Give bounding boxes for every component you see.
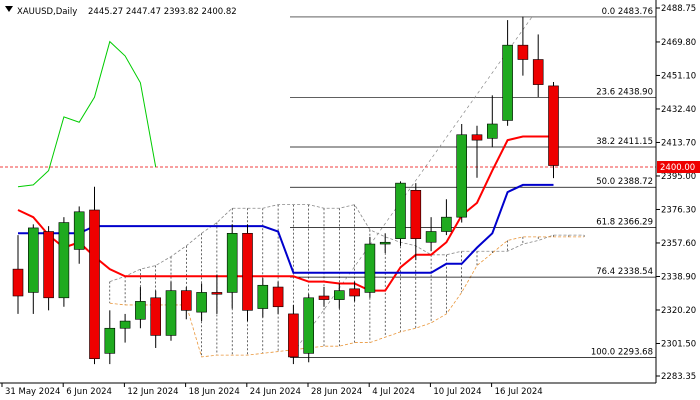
x-tick-label: 12 Jun 2024 [127,387,178,397]
candle-body [43,231,54,299]
candle-body [548,85,559,166]
senkou-span-b-line [109,236,585,358]
y-tick-label: 2432.40 [661,105,696,115]
x-tick-label: 31 May 2024 [5,387,60,397]
y-tick-label: 2320.20 [661,306,696,316]
y-tick-label: 2451.10 [661,71,696,81]
candle-body [211,292,223,295]
x-tick-label: 4 Jul 2024 [372,387,415,397]
fib-level-label: 0.0 2483.76 [602,7,653,17]
y-tick-label: 2283.35 [661,372,696,382]
fib-level-label: 61.8 2366.29 [596,217,653,227]
fib-level-label: 100.0 2293.68 [591,347,653,357]
y-tick-label: 2488.75 [661,4,696,14]
candle-body [119,320,131,329]
candle-body [303,297,315,354]
price-label-text: 2400.00 [660,163,695,173]
candle-body [73,211,85,250]
fib-level-label: 23.6 2438.90 [596,87,653,97]
y-tick-label: 2301.50 [661,339,696,349]
candle-body [395,182,406,239]
candle-body [486,123,498,139]
candle-body [226,232,238,293]
y-tick-label: 2376.30 [661,205,696,215]
candle-body [471,134,483,141]
candle-body [379,241,391,245]
fib-level-label: 76.4 2338.54 [596,267,653,277]
candle-body [517,44,529,60]
ohlc-readout: 2445.27 2447.47 2393.82 2400.82 [88,7,237,17]
x-tick-label: 6 Jun 2024 [66,387,112,397]
candle-body [12,268,24,297]
x-tick-label: 24 Jun 2024 [250,387,301,397]
candle-body [318,295,330,300]
candle-body [456,134,468,218]
candle-body [425,231,437,243]
candles[interactable] [12,16,559,365]
y-tick-label: 2357.60 [661,239,696,249]
y-tick-label: 2338.90 [661,272,696,282]
candle-body [333,290,345,300]
x-tick-label: 18 Jun 2024 [189,387,240,397]
senkou-span-a-line [109,204,585,283]
x-tick-label: 10 Jul 2024 [433,387,481,397]
candle-body [532,59,544,85]
candle-body [364,243,376,293]
candle-body [242,232,253,311]
candle-body [89,209,100,360]
candle-body [349,288,360,297]
y-tick-label: 2413.70 [661,138,696,148]
x-tick-label: 28 Jun 2024 [311,387,362,397]
candle-body [196,292,207,313]
x-tick-label: 16 Jul 2024 [495,387,543,397]
candle-body [150,297,161,336]
fib-level-label: 38.2 2411.15 [596,137,653,147]
y-tick-label: 2469.80 [661,38,696,48]
candle-body [27,227,39,293]
candle-body [165,290,177,336]
candle-body [272,286,284,308]
fib-level-label: 50.0 2388.72 [596,177,653,187]
candle-body [257,284,269,309]
y-tick-label: 2395.00 [661,172,696,182]
candle-body [58,222,70,299]
price-label-box [657,161,700,174]
symbol-label: XAUUSD,Daily [17,7,77,17]
chart-header: XAUUSD,Daily 2445.27 2447.47 2393.82 240… [5,6,237,17]
fib-trend-line [289,16,533,358]
candle-body [288,313,299,358]
candle-body [441,216,452,232]
candle-body [410,189,422,239]
candle-body [135,301,146,320]
candle-body [104,327,116,354]
candle-body [181,290,192,311]
lagging-span-line [17,40,157,188]
collapse-arrow-icon[interactable] [5,6,13,12]
slow-ma-line [18,183,554,274]
fibonacci-levels: 0.0 2483.76 23.6 2438.90 38.2 2411.15 50.0 … [289,7,656,358]
candle-body [502,44,513,121]
